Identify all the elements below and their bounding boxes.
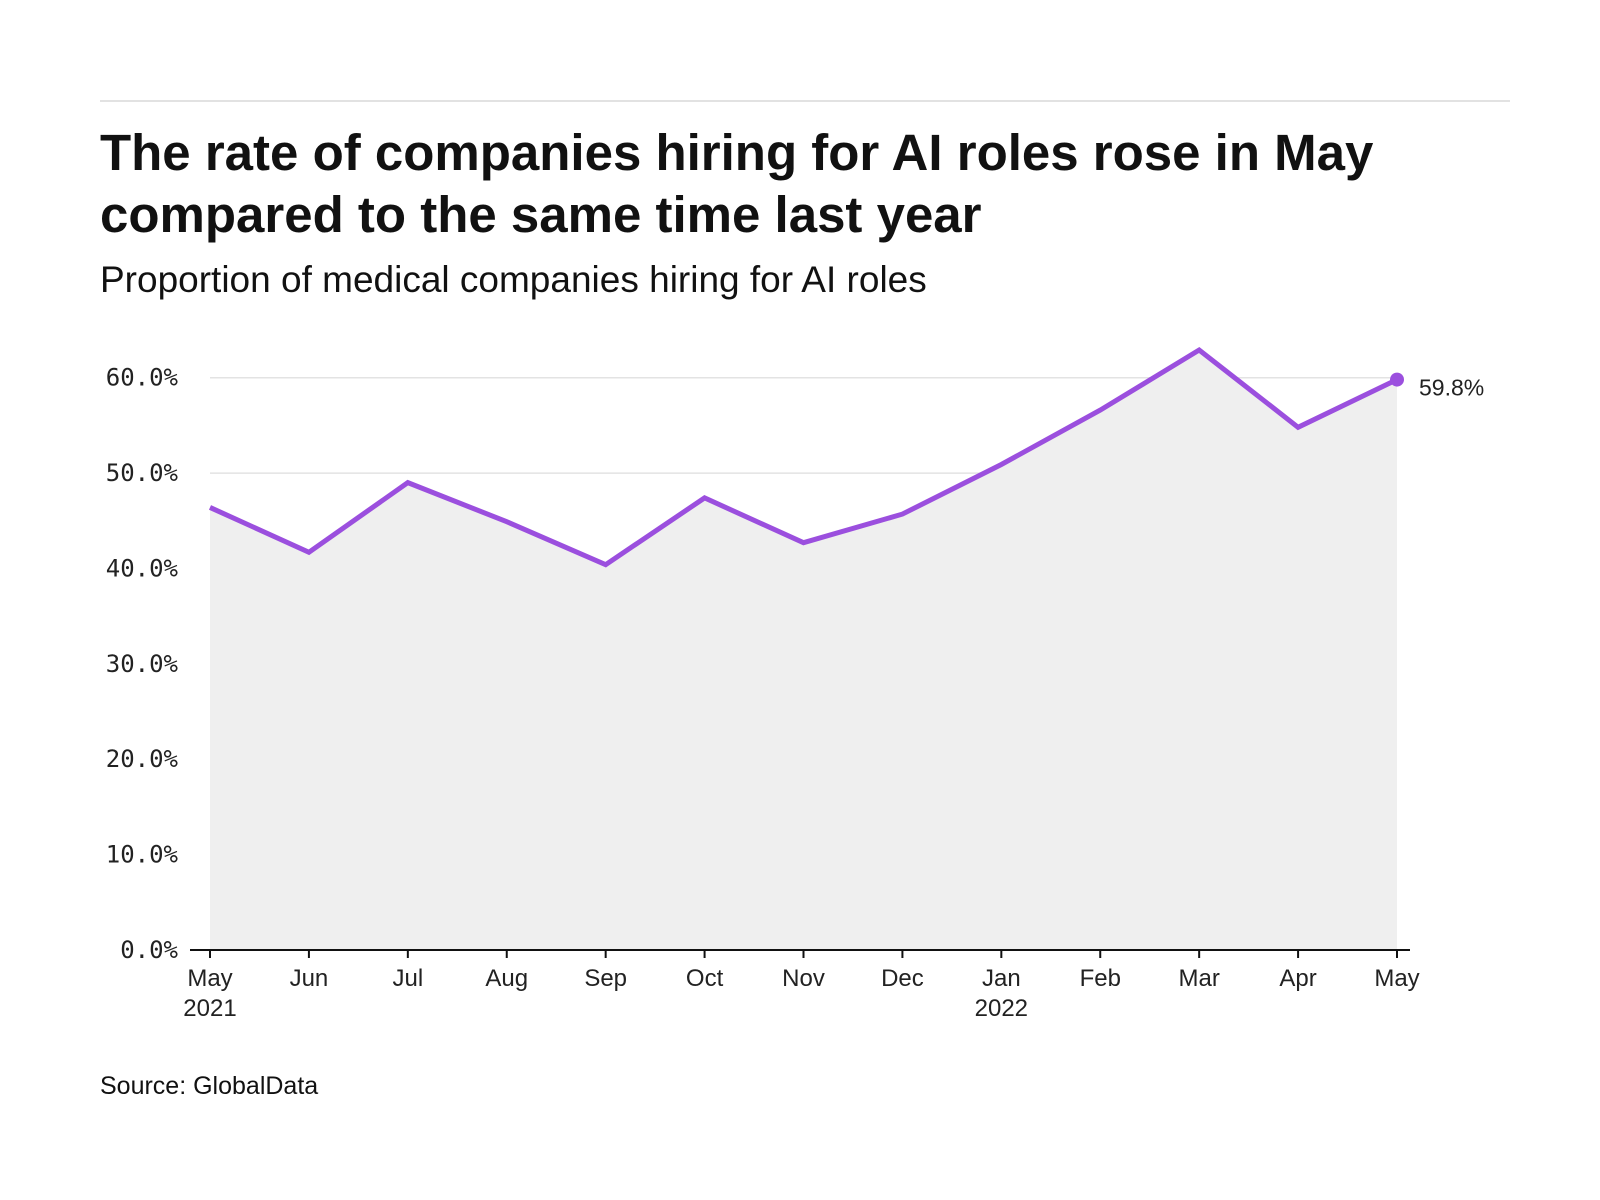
x-tick-label: May <box>187 965 232 992</box>
x-tick-label: Aug <box>485 965 528 992</box>
y-tick-label: 0.0% <box>120 936 178 964</box>
x-tick-label: Jun <box>290 965 329 992</box>
x-tick-year-label: 2022 <box>975 995 1028 1022</box>
series-area <box>210 350 1397 950</box>
y-axis-ticks: 0.0% 10.0% 20.0% 30.0% 40.0% 50.0% 60.0% <box>106 364 179 964</box>
x-tick-label: Oct <box>686 965 724 992</box>
x-tick-year-label: 2021 <box>183 995 236 1022</box>
x-tick-label: May <box>1374 965 1419 992</box>
chart-title: The rate of companies hiring for AI role… <box>100 124 1374 243</box>
x-axis-ticks: May 2021 Jun Jul Aug Sep Oct Nov Dec Jan 2022 Feb Ma… <box>183 950 1420 1022</box>
x-tick-label: Sep <box>584 965 627 992</box>
x-tick-label: Mar <box>1178 965 1219 992</box>
x-tick-label: Jan <box>982 965 1021 992</box>
end-point-marker <box>1390 372 1404 387</box>
end-point-label: 59.8% <box>1419 375 1484 401</box>
chart-subtitle: Proportion of medical companies hiring f… <box>100 259 927 300</box>
y-tick-label: 40.0% <box>106 554 179 582</box>
y-tick-label: 60.0% <box>106 364 179 392</box>
y-tick-label: 50.0% <box>106 459 179 487</box>
x-tick-label: Dec <box>881 965 924 992</box>
source-note: Source: GlobalData <box>100 1072 319 1100</box>
x-tick-label: Jul <box>392 965 423 992</box>
y-tick-label: 10.0% <box>106 841 179 869</box>
x-tick-label: Nov <box>782 965 825 992</box>
top-divider <box>100 100 1510 102</box>
y-tick-label: 20.0% <box>106 745 179 773</box>
series-line <box>208 346 1399 568</box>
x-tick-label: Apr <box>1279 965 1316 992</box>
y-tick-label: 30.0% <box>106 650 179 678</box>
x-tick-label: Feb <box>1080 965 1121 992</box>
